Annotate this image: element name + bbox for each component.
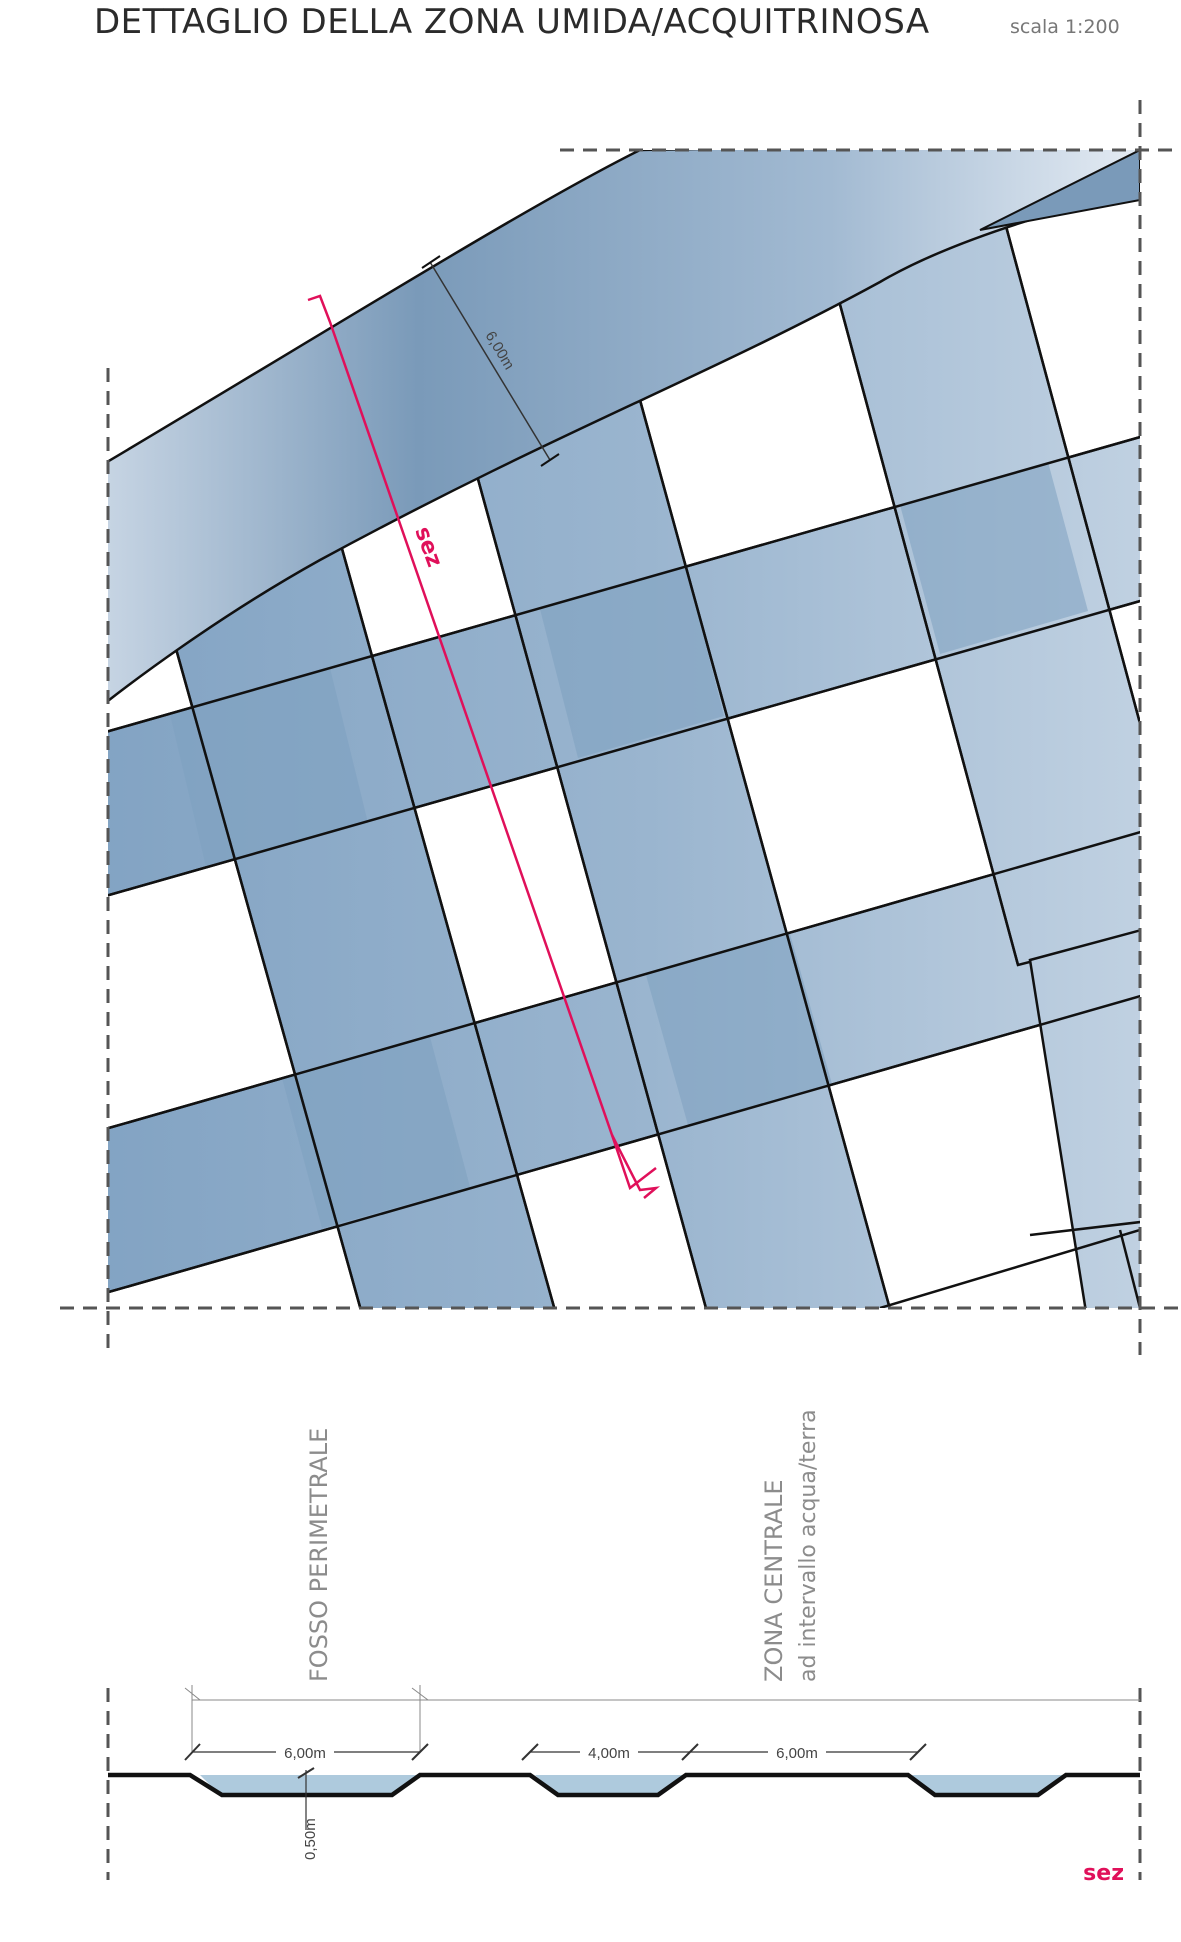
drawing-title: DETTAGLIO DELLA ZONA UMIDA/ACQUITRINOSA … xyxy=(94,2,1120,42)
dim-label-bg xyxy=(276,1742,334,1762)
section-label: sez xyxy=(1083,1861,1124,1886)
grid-lines xyxy=(108,214,1140,1308)
dim-land-width: 6,00m xyxy=(776,1745,818,1762)
dim-perimeter xyxy=(184,1685,1140,1752)
intersection-tints xyxy=(170,462,1088,1228)
zone-central-sublabel: ad intervallo acqua/terra xyxy=(796,1409,821,1682)
water-grid xyxy=(108,213,1140,1308)
dim-perimeter-width: 6,00m xyxy=(284,1745,326,1762)
zone-perimeter-label: FOSSO PERIMETRALE xyxy=(305,1428,333,1682)
dim-channel-width: 4,00m xyxy=(588,1745,630,1762)
dim-depth: 0,50m xyxy=(302,1818,319,1860)
cross-section: 6,00m 4,00m 6,00m 0,50m sez xyxy=(106,1685,1142,1886)
zone-labels: FOSSO PERIMETRALE ZONA CENTRALE ad inter… xyxy=(305,1409,821,1682)
title-scale: scala 1:200 xyxy=(1010,16,1120,38)
plan-view: 6,00m sez xyxy=(60,100,1181,1355)
section-boundary xyxy=(106,1688,1142,1880)
channel-band-v4 xyxy=(1028,929,1140,1308)
title-main: DETTAGLIO DELLA ZONA UMIDA/ACQUITRINOSA xyxy=(94,2,930,42)
zone-central-label: ZONA CENTRALE xyxy=(760,1479,788,1682)
plan-boundary xyxy=(60,100,1181,1355)
dim-label-bg xyxy=(768,1742,826,1762)
perimeter-channel xyxy=(108,150,1140,703)
dim-label-bg xyxy=(580,1742,638,1762)
ground-profile xyxy=(108,1772,1140,1798)
section-water xyxy=(200,1775,1065,1793)
